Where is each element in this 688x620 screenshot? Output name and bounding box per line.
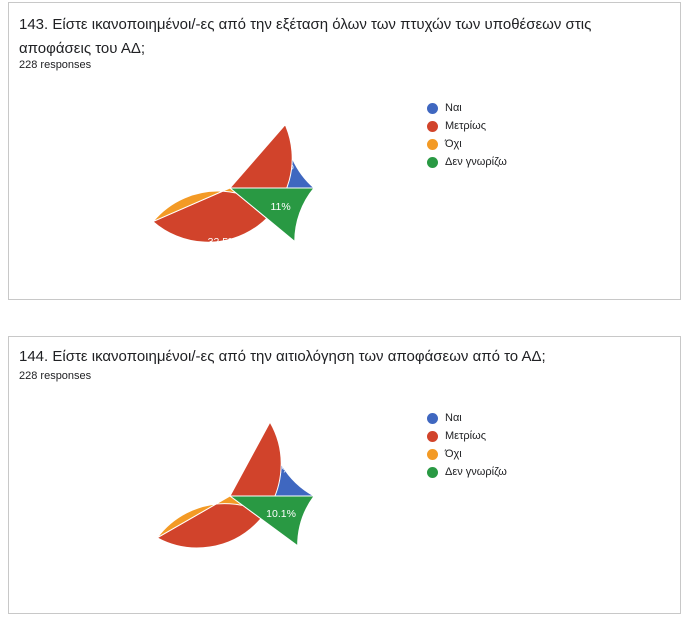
legend-label: Μετρίως bbox=[445, 120, 487, 132]
legend-swatch bbox=[427, 102, 438, 114]
legend-swatch bbox=[427, 448, 438, 460]
legend-swatch bbox=[427, 466, 438, 478]
legend-label: Δεν γνωρίζω bbox=[445, 466, 507, 478]
pie-slice-2[interactable] bbox=[156, 421, 282, 549]
legend-swatch bbox=[427, 120, 438, 132]
legend-swatch bbox=[427, 430, 438, 442]
slice-value-label: 10.1% bbox=[266, 508, 296, 520]
slice-value-label: 31.6% bbox=[212, 545, 242, 557]
legend-label: Όχι bbox=[445, 138, 462, 150]
legend-swatch bbox=[427, 138, 438, 150]
legend-label: Δεν γνωρίζω bbox=[445, 156, 507, 168]
legend-item[interactable]: Δεν γνωρίζω bbox=[427, 463, 507, 481]
legend-item[interactable]: Δεν γνωρίζω bbox=[427, 153, 507, 171]
pie-slice-4[interactable] bbox=[228, 187, 316, 243]
legend-swatch bbox=[427, 156, 438, 168]
question-card-144: 144. Είστε ικανοποιημένοι/-ες από την αι… bbox=[8, 336, 681, 614]
legend-item[interactable]: Μετρίως bbox=[427, 117, 507, 135]
legend-swatch bbox=[427, 412, 438, 424]
legend-label: Ναι bbox=[445, 102, 462, 114]
pie-chart: 13.6%43%32.5%11% bbox=[152, 123, 316, 248]
response-count: 228 responses bbox=[19, 59, 92, 71]
slice-value-label: 41.2% bbox=[177, 453, 207, 465]
chart-legend: Ναι Μετρίως Όχι Δεν γνωρίζω bbox=[427, 409, 507, 481]
pie-slice-2[interactable] bbox=[152, 123, 293, 243]
legend-label: Μετρίως bbox=[445, 430, 487, 442]
pie-chart: 17.1%41.2%31.6%10.1% bbox=[156, 421, 315, 557]
slice-value-label: 11% bbox=[270, 201, 290, 213]
legend-item[interactable]: Ναι bbox=[427, 409, 507, 427]
legend-item[interactable]: Όχι bbox=[427, 135, 507, 153]
question-title: 143. Είστε ικανοποιημένοι/-ες από την εξ… bbox=[19, 16, 592, 57]
legend-label: Όχι bbox=[445, 448, 462, 460]
question-card-143: 143. Είστε ικανοποιημένοι/-ες από την εξ… bbox=[8, 2, 681, 300]
legend-item[interactable]: Ναι bbox=[427, 99, 507, 117]
pie-slice-4[interactable] bbox=[228, 495, 315, 547]
legend-item[interactable]: Μετρίως bbox=[427, 427, 507, 445]
legend-item[interactable]: Όχι bbox=[427, 445, 507, 463]
response-count: 228 responses bbox=[19, 370, 92, 382]
question-title: 144. Είστε ικανοποιημένοι/-ες από την αι… bbox=[19, 348, 546, 365]
slice-value-label: 43% bbox=[188, 140, 209, 152]
chart-legend: Ναι Μετρίως Όχι Δεν γνωρίζω bbox=[427, 99, 507, 171]
legend-label: Ναι bbox=[445, 412, 462, 424]
slice-value-label: 32.5% bbox=[208, 236, 238, 248]
